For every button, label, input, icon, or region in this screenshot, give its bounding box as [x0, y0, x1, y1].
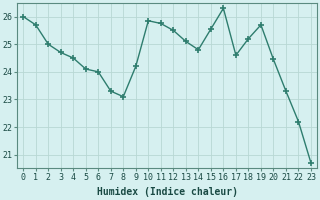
X-axis label: Humidex (Indice chaleur): Humidex (Indice chaleur)	[97, 187, 237, 197]
